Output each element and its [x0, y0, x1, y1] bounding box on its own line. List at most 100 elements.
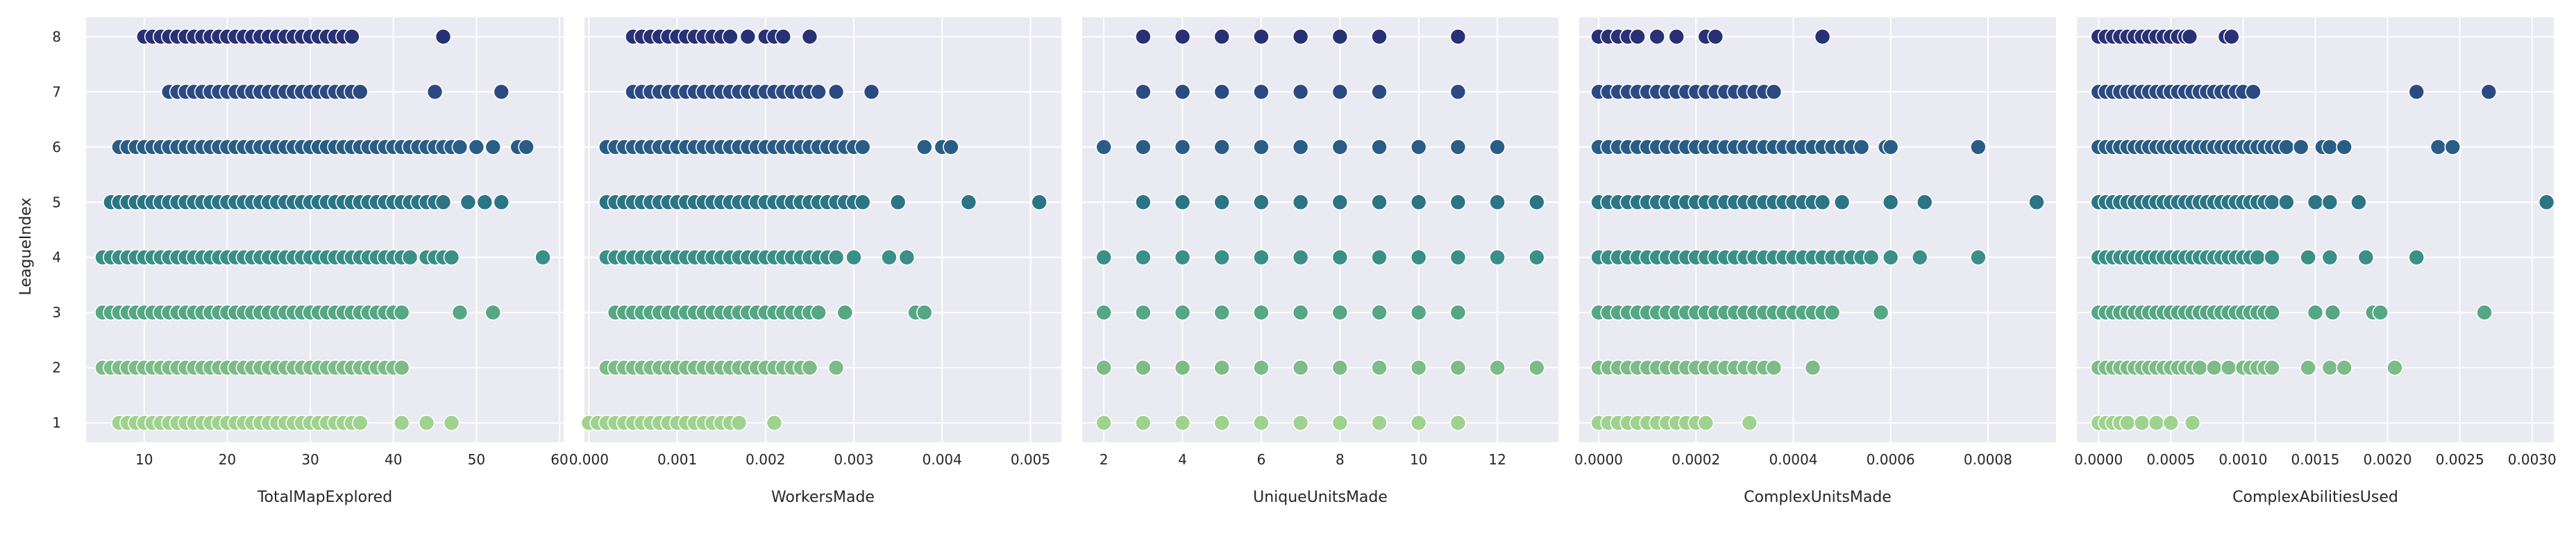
scatter-point: [1095, 359, 1112, 376]
scatter-point: [2444, 138, 2461, 155]
scatter-panel-5: 0.0000 0.0005 0.0010 0.0015 0.0020 0.0025 0.00…: [2074, 17, 2557, 506]
scatter-point: [2321, 359, 2339, 376]
scatter-point: [2278, 138, 2295, 155]
scatter-point: [1213, 28, 1231, 45]
plot-area: [86, 17, 564, 442]
scatter-point: [1331, 414, 1349, 431]
scatter-point: [1371, 28, 1388, 45]
scatter-point: [476, 194, 494, 211]
x-axis-label: TotalMapExplored: [257, 489, 392, 506]
scatter-point: [1804, 359, 1821, 376]
scatter-point: [1292, 359, 1309, 376]
x-tick-label: 0.0002: [1672, 451, 1720, 468]
scatter-point: [2307, 194, 2324, 211]
scatter-point: [1862, 249, 1880, 266]
scatter-point: [1814, 194, 1831, 211]
scatter-point: [1449, 249, 1467, 266]
x-axis-label: UniqueUnitsMade: [1253, 489, 1388, 506]
x-tick-label: 10: [1410, 451, 1427, 468]
scatter-point: [344, 28, 360, 45]
scatter-point: [393, 359, 410, 376]
scatter-point: [1668, 28, 1685, 45]
scatter-point: [1135, 414, 1152, 431]
scatter-point: [2357, 249, 2375, 266]
scatter-point: [468, 138, 485, 155]
scatter-point: [1253, 138, 1270, 155]
scatter-point: [2538, 194, 2555, 211]
scatter-point: [1331, 304, 1349, 321]
scatter-point: [1371, 359, 1388, 376]
scatter-point: [1853, 138, 1870, 155]
scatter-point: [1449, 83, 1467, 101]
scatter-point: [845, 249, 862, 266]
scatter-point: [2336, 138, 2352, 155]
scatter-point: [1824, 304, 1841, 321]
x-tick-label: 60: [550, 451, 568, 468]
scatter-point: [960, 194, 977, 211]
scatter-point: [2386, 359, 2403, 376]
x-tick-label: 0.0025: [2436, 451, 2484, 468]
x-axis-label: WorkersMade: [771, 489, 875, 506]
scatter-point: [1095, 304, 1112, 321]
x-tick-label: 0.003: [834, 451, 873, 468]
scatter-point: [2480, 83, 2498, 101]
scatter-point: [1707, 28, 1724, 45]
scatter-point: [1253, 249, 1270, 266]
scatter-point: [2278, 194, 2295, 211]
y-tick-label: 4: [52, 249, 61, 266]
scatter-point: [1135, 194, 1152, 211]
scatter-point: [2300, 359, 2316, 376]
scatter-point: [1331, 359, 1349, 376]
scatter-point: [1135, 83, 1152, 101]
scatter-point: [2321, 249, 2339, 266]
scatter-point: [1911, 249, 1928, 266]
scatter-point: [1765, 83, 1783, 101]
y-tick-label: 1: [52, 414, 61, 431]
scatter-point: [1174, 138, 1191, 155]
scatter-point: [801, 28, 818, 45]
scatter-point: [2321, 194, 2339, 211]
scatter-point: [1489, 359, 1506, 376]
scatter-point: [2307, 304, 2324, 321]
scatter-point: [1331, 138, 1349, 155]
x-tick-label: 0.002: [746, 451, 785, 468]
x-tick-label: 0.005: [1011, 451, 1050, 468]
scatter-point: [1292, 304, 1309, 321]
x-tick-label: 2: [1100, 451, 1109, 468]
scatter-point: [1371, 304, 1388, 321]
scatter-point: [2321, 138, 2339, 155]
scatter-point: [1371, 194, 1388, 211]
scatter-point: [766, 414, 783, 431]
scatter-point: [854, 138, 871, 155]
scatter-point: [2162, 414, 2180, 431]
scatter-point: [1449, 194, 1467, 211]
scatter-point: [426, 83, 444, 101]
scatter-point: [1697, 414, 1715, 431]
scatter-point: [2430, 138, 2447, 155]
scatter-point: [460, 194, 477, 211]
scatter-point: [1833, 194, 1851, 211]
scatter-point: [1213, 138, 1231, 155]
scatter-points: [2090, 28, 2555, 431]
scatter-point: [1489, 138, 1506, 155]
scatter-point: [1410, 359, 1427, 376]
scatter-point: [775, 28, 792, 45]
x-tick-label: 12: [1488, 451, 1506, 468]
x-axis-label: ComplexUnitsMade: [1744, 489, 1892, 506]
scatter-point: [485, 304, 502, 321]
scatter-point: [443, 414, 460, 431]
scatter-point: [493, 83, 510, 101]
scatter-point: [485, 138, 502, 155]
scatter-point: [1410, 304, 1427, 321]
scatter-point: [534, 249, 551, 266]
scatter-point: [1371, 414, 1388, 431]
scatter-point: [863, 83, 880, 101]
scatter-point: [1872, 304, 1889, 321]
scatter-point: [1529, 359, 1545, 376]
scatter-point: [722, 28, 739, 45]
x-tick-label: 50: [468, 451, 485, 468]
scatter-point: [1292, 138, 1309, 155]
scatter-point: [889, 194, 907, 211]
scatter-point: [827, 359, 845, 376]
